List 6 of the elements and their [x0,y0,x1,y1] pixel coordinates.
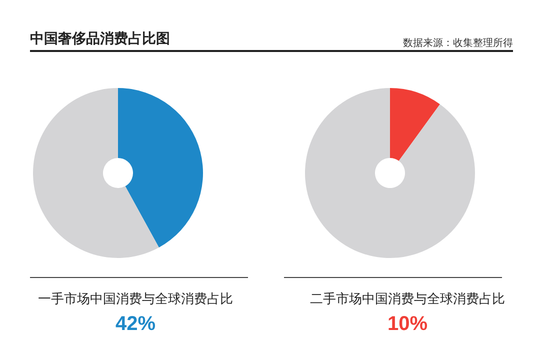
text: 10% [387,313,428,335]
text: 中国奢侈品消费占比图 [30,30,170,48]
source-note: 数据来源：收集整理所得 [403,36,513,50]
text: 42% [115,313,156,335]
text: 二手市场中国消费与全球消费占比 [310,291,505,306]
text: 一手市场中国消费与全球消费占比 [38,291,233,306]
